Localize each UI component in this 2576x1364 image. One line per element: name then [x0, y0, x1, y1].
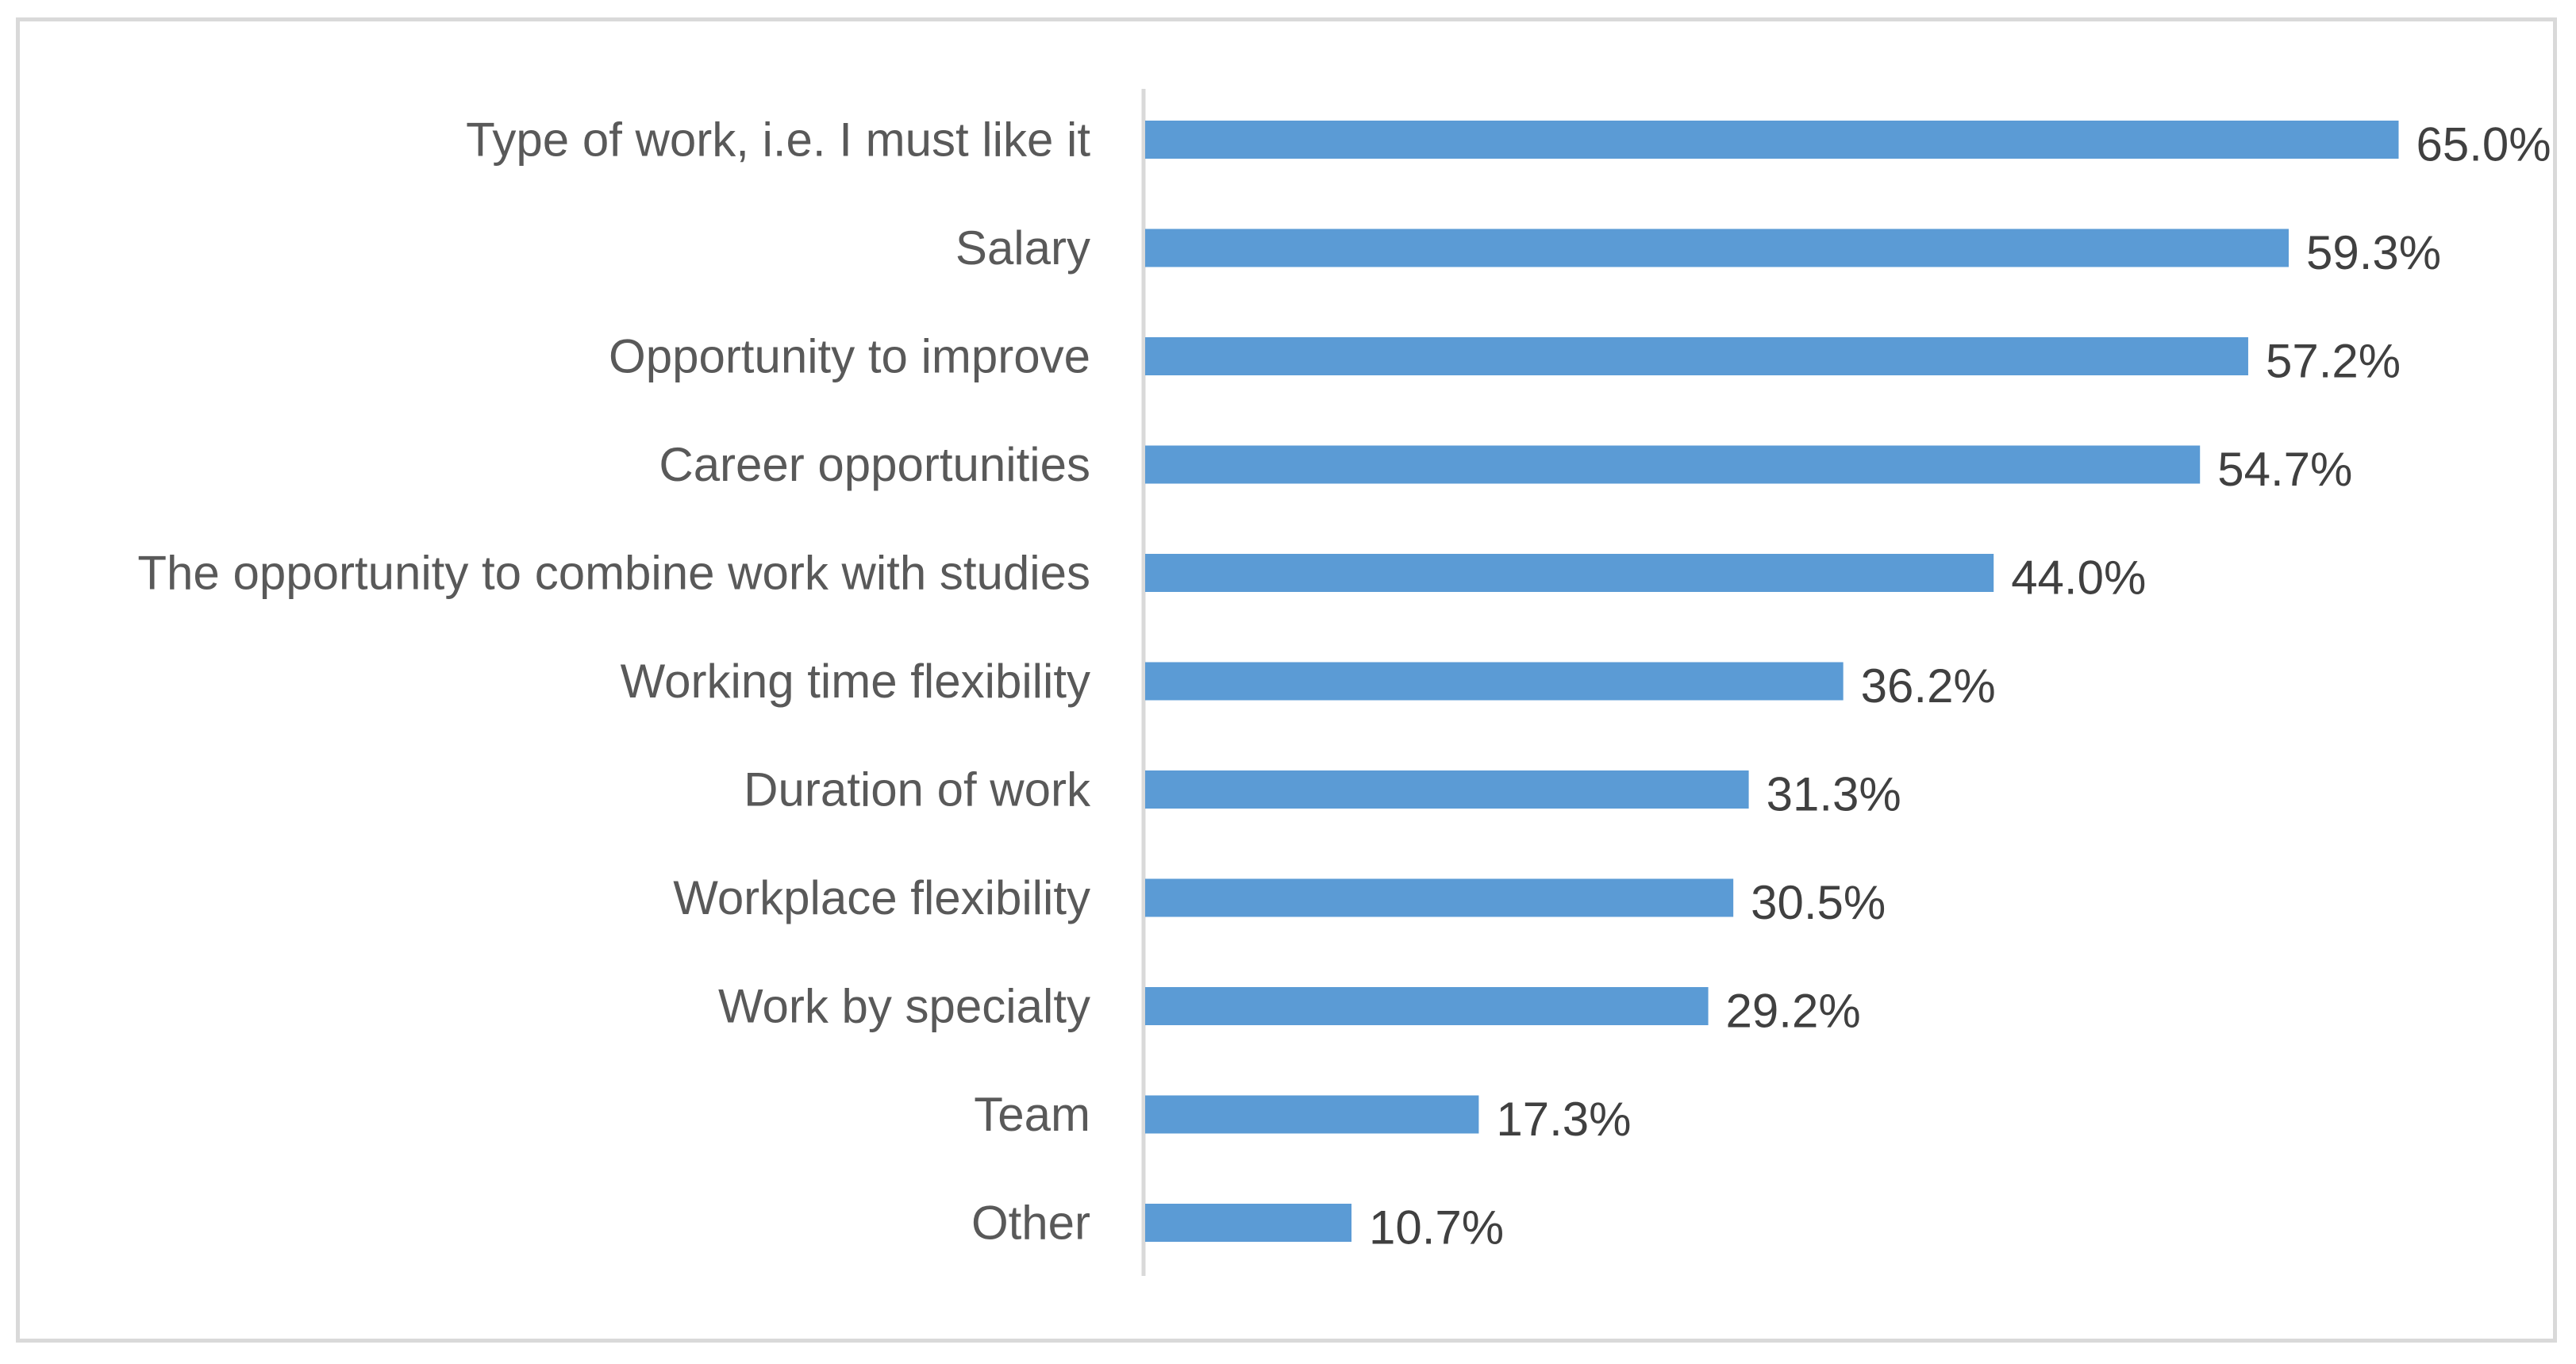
value-label: 57.2% [2266, 335, 2401, 388]
value-label: 31.3% [1767, 768, 1901, 821]
category-label: Workplace flexibility [673, 871, 1090, 924]
bars-group [1145, 121, 2399, 1242]
bar [1145, 121, 2399, 159]
value-label: 17.3% [1496, 1093, 1631, 1146]
bar [1145, 337, 2248, 375]
bar [1145, 770, 1749, 809]
bar [1145, 987, 1709, 1025]
value-label: 10.7% [1369, 1201, 1504, 1254]
category-label: Team [974, 1088, 1090, 1141]
category-label: Other [971, 1197, 1090, 1250]
bar [1145, 1204, 1352, 1242]
bar [1145, 662, 1844, 701]
bar [1145, 445, 2201, 484]
category-label: Duration of work [744, 763, 1091, 816]
bar [1145, 878, 1734, 917]
value-label: 29.2% [1726, 985, 1861, 1038]
category-labels: Type of work, i.e. I must like it Salary O… [137, 113, 1091, 1250]
bar [1145, 1095, 1479, 1134]
category-label: Salary [955, 221, 1090, 275]
value-labels: 65.0% 59.3% 57.2% 54.7% 44.0% 36.2% 31.3% 30.5%… [1369, 118, 2551, 1254]
value-label: 54.7% [2217, 443, 2352, 496]
value-label: 44.0% [2011, 551, 2146, 605]
category-label: Work by specialty [718, 980, 1090, 1033]
category-label: Opportunity to improve [609, 330, 1090, 383]
category-label: Type of work, i.e. I must like it [466, 113, 1090, 167]
value-label: 30.5% [1751, 876, 1886, 929]
value-label: 36.2% [1861, 659, 1996, 713]
value-label: 65.0% [2416, 118, 2551, 171]
category-label: The opportunity to combine work with stu… [137, 547, 1090, 600]
bar [1145, 229, 2289, 267]
category-label: Working time flexibility [621, 655, 1090, 708]
value-label: 59.3% [2306, 226, 2441, 279]
bar [1145, 554, 1994, 592]
category-label: Career opportunities [659, 438, 1090, 491]
